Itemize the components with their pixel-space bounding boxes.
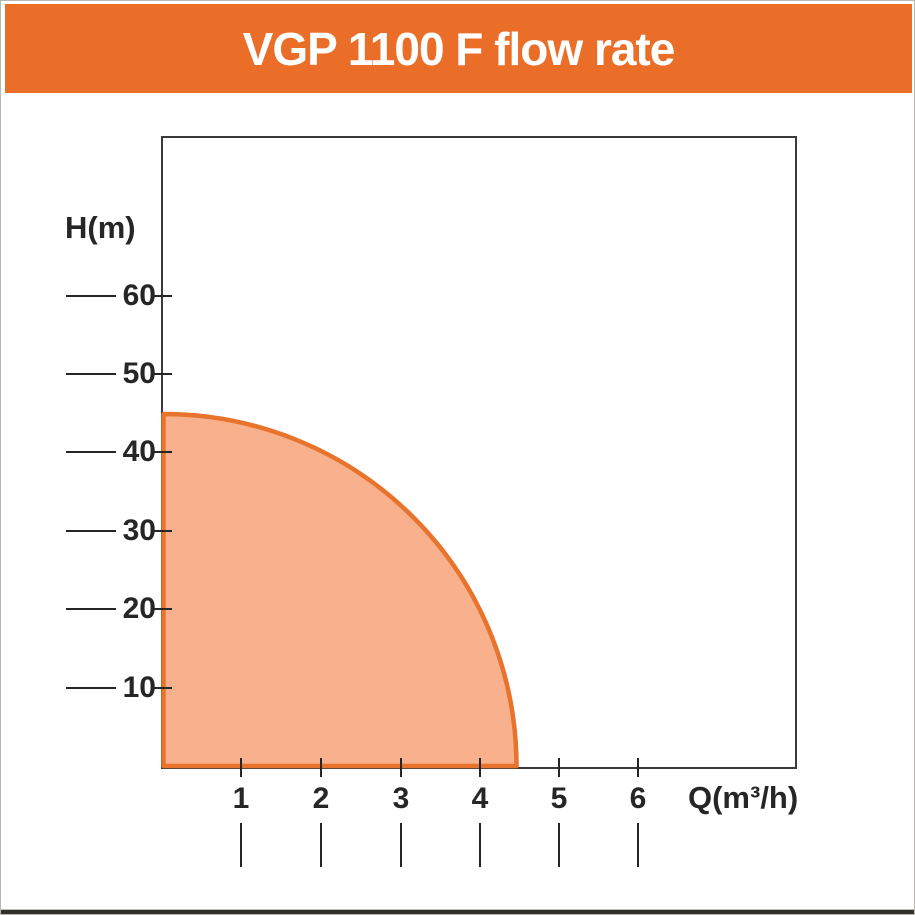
x-tick-line — [479, 823, 481, 867]
x-tick-mark — [320, 758, 322, 777]
y-tick-value: 40 — [122, 435, 156, 468]
y-tick-value: 60 — [122, 279, 156, 312]
y-tick-mark — [153, 373, 172, 375]
x-tick-line — [240, 823, 242, 867]
x-tick-value: 6 — [629, 782, 647, 815]
x-tick-line — [637, 823, 639, 867]
y-axis-label: H(m) — [65, 210, 136, 245]
x-tick-line — [558, 823, 560, 867]
y-tick-value: 30 — [122, 514, 156, 547]
pump-curve-area — [161, 411, 519, 769]
y-tick-dash — [66, 295, 116, 297]
y-tick-value: 20 — [122, 592, 156, 625]
y-tick-mark — [153, 451, 172, 453]
x-tick-mark — [240, 758, 242, 777]
y-tick-mark — [153, 687, 172, 689]
y-tick-dash — [66, 687, 116, 689]
x-tick-mark — [558, 758, 560, 777]
title-banner: VGP 1100 F flow rate — [5, 4, 912, 93]
y-tick-dash — [66, 373, 116, 375]
y-tick-value: 10 — [122, 671, 156, 704]
x-tick-mark — [479, 758, 481, 777]
page-title: VGP 1100 F flow rate — [242, 22, 676, 75]
y-tick-dash — [66, 608, 116, 610]
x-tick-mark — [400, 758, 402, 777]
y-tick-mark — [153, 608, 172, 610]
x-tick-line — [400, 823, 402, 867]
x-tick-value: 2 — [312, 782, 330, 815]
x-tick-value: 5 — [550, 782, 568, 815]
pump-curve-svg — [161, 411, 519, 769]
y-tick-value: 50 — [122, 357, 156, 390]
y-tick-dash — [66, 530, 116, 532]
y-tick-mark — [153, 295, 172, 297]
x-tick-value: 3 — [392, 782, 410, 815]
footer-bar — [1, 909, 914, 914]
x-tick-value: 1 — [232, 782, 250, 815]
x-tick-mark — [637, 758, 639, 777]
x-tick-line — [320, 823, 322, 867]
y-tick-dash — [66, 451, 116, 453]
x-tick-value: 4 — [471, 782, 489, 815]
x-axis-label: Q(m³/h) — [688, 780, 799, 815]
y-tick-mark — [153, 530, 172, 532]
